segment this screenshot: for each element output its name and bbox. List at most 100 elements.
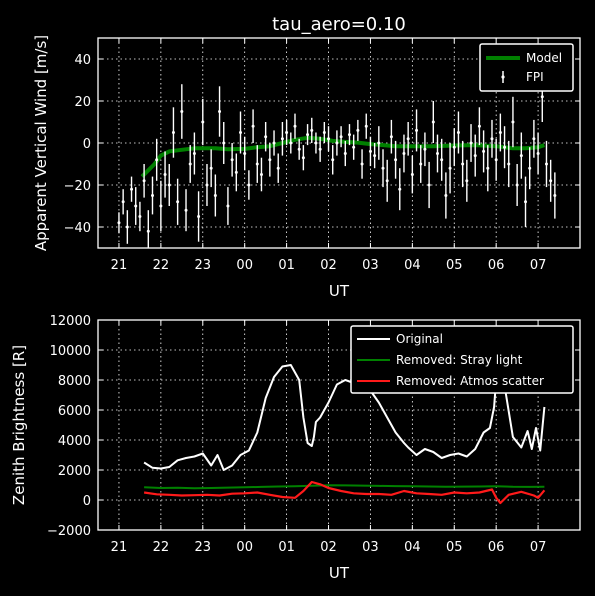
brightness-x-axis-label: UT <box>329 564 350 582</box>
fpi-point <box>482 149 486 153</box>
fpi-point <box>314 141 318 145</box>
fpi-point <box>511 120 515 124</box>
fpi-point <box>159 204 163 208</box>
fpi-point <box>125 225 129 229</box>
x-tick-label: 00 <box>236 258 253 273</box>
fpi-point <box>142 179 146 183</box>
x-tick-label: 04 <box>404 540 421 555</box>
fpi-point <box>519 154 523 158</box>
x-tick-label: 23 <box>195 540 212 555</box>
original-line <box>143 350 546 471</box>
fpi-point <box>368 149 372 153</box>
x-tick-label: 06 <box>488 258 505 273</box>
fpi-point <box>452 145 456 149</box>
fpi-point <box>469 141 473 145</box>
fpi-point <box>498 131 502 134</box>
brightness-panel: 21 22 23 00 01 02 03 04 05 06 07 −2000 0 2000 4000 6000… <box>10 314 581 582</box>
x-tick-label: 22 <box>153 540 170 555</box>
fpi-series <box>117 71 557 248</box>
fpi-point <box>364 124 368 128</box>
brightness-series <box>143 350 546 505</box>
fpi-point <box>419 162 423 166</box>
y-tick-label: 2000 <box>58 464 91 479</box>
wind-panel: tau_aero=0.10 21 22 23 00 01 02 03 04 05 06 07 −40 −… <box>32 14 581 300</box>
fpi-point <box>268 158 272 162</box>
brightness-legend: Original Removed: Stray light Removed: A… <box>350 325 574 394</box>
wind-y-axis-label: Apparent Vertical Wind [m/s] <box>32 35 50 251</box>
legend-fpi-marker <box>501 75 505 79</box>
fpi-point <box>352 145 356 149</box>
fpi-point <box>180 110 184 113</box>
x-tick-label: 07 <box>530 258 547 273</box>
y-tick-label: −40 <box>64 221 91 236</box>
fpi-point <box>201 120 205 124</box>
fpi-point <box>188 162 192 166</box>
fpi-point <box>209 166 213 170</box>
fpi-point <box>347 133 351 137</box>
fpi-point <box>339 135 343 139</box>
fpi-point <box>121 200 125 204</box>
y-tick-label: −2000 <box>47 524 91 539</box>
fpi-point <box>503 145 507 149</box>
fpi-point <box>540 95 544 99</box>
fpi-point <box>117 221 121 225</box>
fpi-point <box>415 128 419 132</box>
x-tick-label: 21 <box>111 258 128 273</box>
y-tick-label: 0 <box>83 137 91 152</box>
brightness-y-axis-label: Zenith Brightness [R] <box>10 345 28 505</box>
x-tick-label: 02 <box>320 258 337 273</box>
fpi-point <box>255 162 259 166</box>
fpi-point <box>528 166 532 170</box>
fpi-point <box>448 166 452 170</box>
x-tick-label: 21 <box>111 540 128 555</box>
fpi-point <box>297 147 301 151</box>
fpi-point <box>431 120 435 124</box>
y-tick-label: −20 <box>64 179 91 194</box>
fpi-point <box>272 141 276 145</box>
fpi-point <box>146 229 150 233</box>
fpi-point <box>289 141 293 145</box>
fpi-point <box>456 131 460 134</box>
fpi-point <box>310 128 314 132</box>
fpi-point <box>259 173 263 176</box>
legend-model-label: Model <box>526 51 562 65</box>
wind-legend: Model FPI <box>479 43 574 92</box>
x-tick-label: 03 <box>362 258 379 273</box>
fpi-point <box>322 131 326 134</box>
fpi-point <box>327 137 331 141</box>
fpi-point <box>301 156 305 160</box>
fpi-point <box>389 135 393 139</box>
fpi-point <box>402 152 406 155</box>
stray-light-line <box>144 484 545 490</box>
x-tick-label: 01 <box>278 540 295 555</box>
fpi-point <box>335 141 339 145</box>
fpi-point <box>461 162 465 166</box>
fpi-point <box>213 194 217 197</box>
atmos-scatter-line <box>143 480 546 505</box>
fpi-point <box>331 158 335 162</box>
fpi-point <box>440 158 444 162</box>
fpi-point <box>167 183 171 187</box>
fpi-point <box>247 183 251 187</box>
fpi-point <box>360 162 364 166</box>
x-tick-label: 06 <box>488 540 505 555</box>
fpi-point <box>486 166 490 170</box>
fpi-point <box>507 162 511 166</box>
fpi-point <box>536 152 540 155</box>
x-tick-label: 05 <box>446 258 463 273</box>
x-tick-label: 00 <box>236 540 253 555</box>
fpi-point <box>494 158 498 162</box>
fpi-point <box>465 179 469 183</box>
fpi-point <box>343 152 347 155</box>
fpi-point <box>377 141 381 145</box>
wind-ticks: 21 22 23 00 01 02 03 04 05 06 07 −40 −20 0 20 40 <box>64 38 580 273</box>
y-tick-label: 20 <box>74 95 91 110</box>
fpi-point <box>477 124 481 128</box>
fpi-point <box>423 147 427 151</box>
fpi-point <box>549 179 553 183</box>
fpi-point <box>251 124 255 128</box>
fpi-point <box>373 154 377 158</box>
fpi-point <box>306 133 310 137</box>
legend-fpi-label: FPI <box>526 70 544 84</box>
